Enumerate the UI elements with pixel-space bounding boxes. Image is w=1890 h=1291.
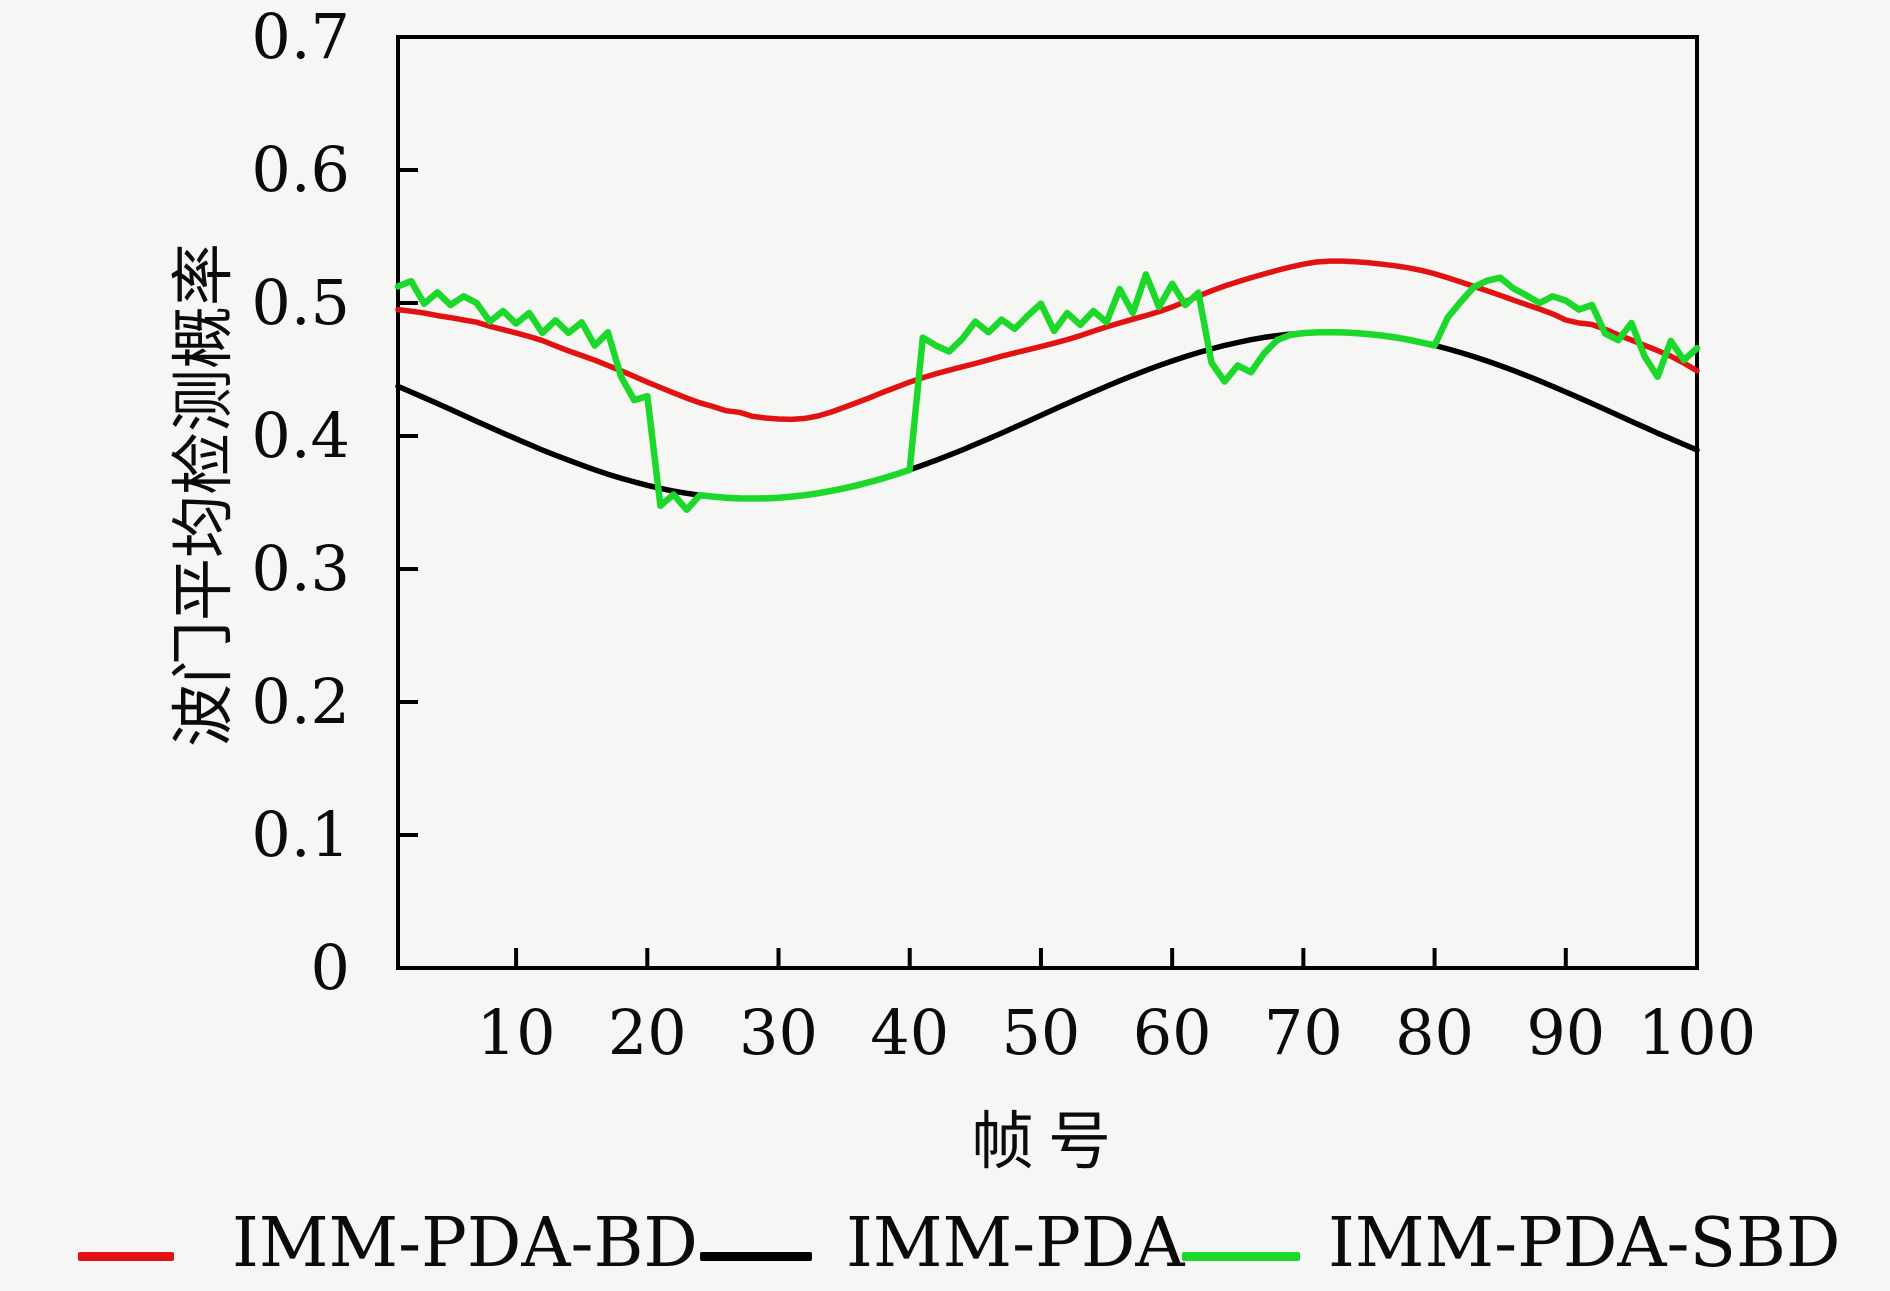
- y-tick-label: 0.5: [251, 266, 350, 339]
- x-tick-label: 30: [739, 996, 818, 1069]
- y-tick-label: 0.3: [251, 532, 350, 605]
- legend-swatch-imm-pda-bd: [78, 1252, 174, 1261]
- y-tick-label: 0.1: [251, 798, 350, 871]
- x-tick-label: 90: [1526, 996, 1606, 1069]
- legend-label-imm-pda-bd: IMM-PDA-BD: [232, 1204, 698, 1283]
- legend-swatch-imm-pda: [700, 1252, 812, 1261]
- x-tick-label: 80: [1395, 996, 1475, 1069]
- y-tick-label: 0.7: [251, 0, 350, 73]
- x-tick-label: 10: [476, 996, 556, 1069]
- series-imm-pda-bd-line: [395, 258, 1700, 423]
- x-axis-title: 帧号: [971, 1105, 1125, 1178]
- x-tick-label: 100: [1637, 996, 1757, 1069]
- series-imm-pda-line: [395, 329, 1700, 502]
- y-tick-label: 0: [310, 931, 350, 1004]
- y-tick-label: 0.2: [251, 665, 350, 738]
- legend-label-imm-pda: IMM-PDA: [846, 1204, 1185, 1283]
- x-tick-label: 60: [1132, 996, 1212, 1069]
- legend-swatch-imm-pda-sbd: [1182, 1252, 1300, 1261]
- x-tick-label: 20: [607, 996, 687, 1069]
- y-tick-label: 0.4: [251, 399, 350, 472]
- y-tick-label: 0.6: [251, 133, 350, 206]
- x-tick-label: 70: [1263, 996, 1343, 1069]
- series-imm-pda-sbd-line: [394, 271, 1701, 514]
- y-axis-title: 波门平均检测概率: [167, 243, 240, 747]
- x-tick-label: 40: [870, 996, 950, 1069]
- legend-label-imm-pda-sbd: IMM-PDA-SBD: [1328, 1204, 1841, 1283]
- x-tick-label: 50: [1001, 996, 1081, 1069]
- plot-frame: [396, 35, 1699, 970]
